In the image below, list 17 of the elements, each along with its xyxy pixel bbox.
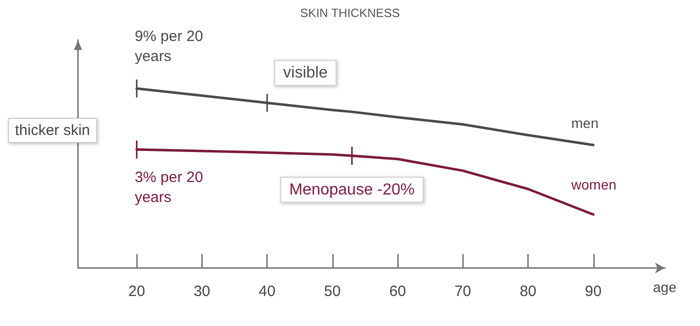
x-tick-label: 60: [389, 283, 406, 300]
x-tick-label: 90: [584, 283, 602, 300]
x-tick-label: 40: [258, 283, 276, 300]
chart-title: SKIN THICKNESS: [300, 6, 400, 20]
x-axis-title: age: [653, 279, 677, 295]
annotation: 3% per 20 years: [134, 169, 208, 206]
series-label: men: [571, 115, 598, 132]
x-tick-label: 70: [454, 283, 472, 300]
x-tick-label: 80: [520, 283, 536, 300]
annotation: visible: [283, 64, 328, 82]
x-tick-label: 50: [324, 283, 341, 300]
y-axis-title: thicker skin: [15, 122, 90, 139]
series-label: women: [570, 176, 616, 192]
x-tick-label: 30: [194, 283, 210, 300]
annotation: Menopause -20%: [289, 181, 415, 198]
annotation: 9% per 20 years: [134, 28, 208, 65]
x-tick-label: 20: [128, 283, 146, 300]
